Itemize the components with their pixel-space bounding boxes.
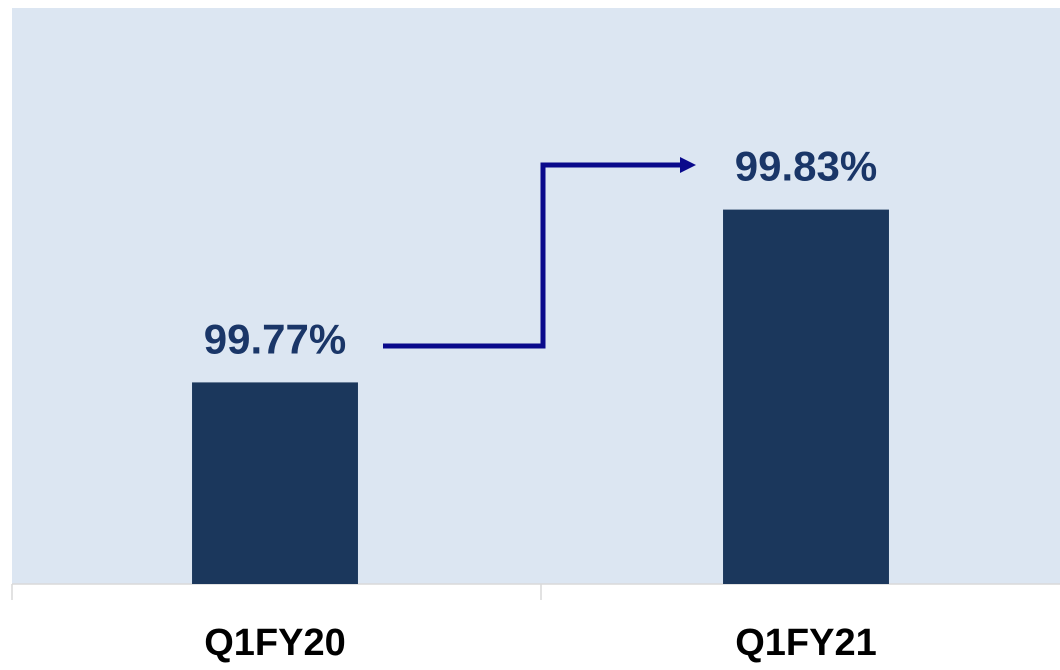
x-tick-label: Q1FY20	[204, 622, 346, 664]
arrow-head	[680, 157, 696, 173]
bar	[723, 209, 889, 584]
bars	[192, 209, 889, 584]
data-label: 99.77%	[204, 315, 346, 362]
trend-arrow	[383, 162, 682, 349]
plot-background	[12, 8, 1060, 584]
bar	[192, 382, 358, 584]
x-tick-label: Q1FY21	[735, 622, 877, 664]
data-label: 99.83%	[735, 143, 877, 190]
